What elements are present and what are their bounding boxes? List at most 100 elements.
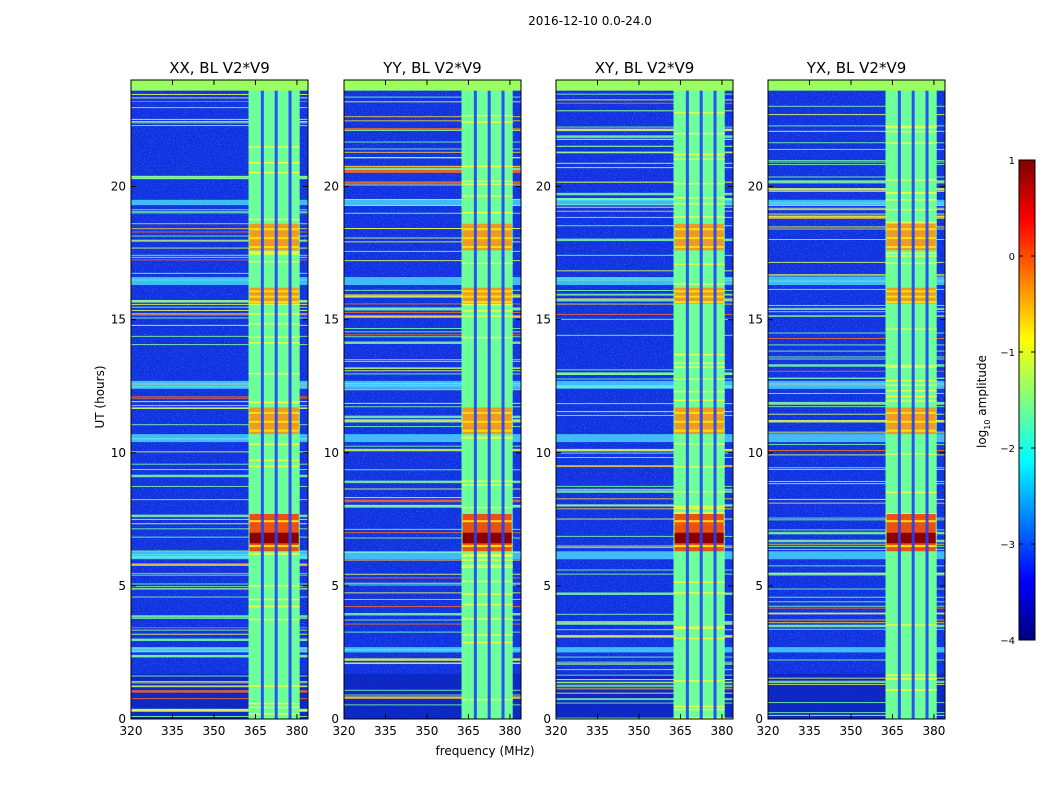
band-stripe xyxy=(461,121,513,123)
burst-stripe xyxy=(462,295,512,298)
band-stripe xyxy=(673,399,725,401)
rfi-line xyxy=(768,401,945,405)
rfi-line xyxy=(344,315,521,318)
rfi-line xyxy=(556,110,733,112)
band-stripe xyxy=(885,208,937,211)
band-stripe xyxy=(885,125,937,128)
burst-stripe xyxy=(462,420,512,423)
top-flag-strip xyxy=(556,80,733,91)
rfi-line xyxy=(556,679,733,681)
panel-title: YY, BL V2*V9 xyxy=(382,59,481,77)
rfi-line xyxy=(344,367,521,369)
rfi-line xyxy=(768,702,945,704)
rfi-line xyxy=(131,122,308,124)
band-stripe xyxy=(885,453,937,455)
band-stripe xyxy=(248,459,300,462)
rfi-line xyxy=(131,223,308,225)
rfi-line xyxy=(768,160,945,162)
rfi-line xyxy=(344,426,521,428)
rfi-line xyxy=(768,517,945,519)
band-dropout xyxy=(473,80,477,719)
rfi-line xyxy=(768,216,945,219)
band-stripe xyxy=(248,702,300,705)
cyan-band xyxy=(131,277,308,286)
y-tick-label: 0 xyxy=(543,712,551,726)
rfi-line xyxy=(768,207,945,209)
rfi-line xyxy=(344,573,521,575)
rfi-line xyxy=(768,130,945,132)
band-stripe xyxy=(248,713,300,715)
rfi-line xyxy=(768,214,945,216)
band-stripe xyxy=(673,443,725,445)
x-tick-label: 365 xyxy=(669,724,692,738)
rfi-line xyxy=(344,389,521,391)
rfi-line xyxy=(344,334,521,336)
x-tick-label: 365 xyxy=(244,724,267,738)
burst-stripe xyxy=(249,411,299,414)
figure-suptitle: 2016-12-10 0.0-24.0 xyxy=(528,14,652,28)
rfi-line xyxy=(131,690,308,693)
burst-stripe xyxy=(674,429,724,432)
rfi-line xyxy=(768,467,945,469)
rfi-line xyxy=(131,344,308,346)
rfi-line xyxy=(556,465,733,467)
rfi-line xyxy=(344,303,521,305)
rfi-line xyxy=(768,288,945,290)
rfi-line xyxy=(768,431,945,433)
rfi-line xyxy=(556,505,733,507)
burst-stripe xyxy=(674,295,724,298)
cyan-band xyxy=(131,380,308,389)
rfi-line xyxy=(768,148,945,150)
band-stripe xyxy=(885,179,937,181)
rfi-line xyxy=(344,449,521,451)
burst-stripe xyxy=(462,429,512,432)
rfi-line xyxy=(768,601,945,603)
rfi-line xyxy=(344,623,521,625)
rfi-line xyxy=(131,107,308,109)
colorbar-tick-label: −2 xyxy=(1000,444,1015,455)
rfi-line xyxy=(768,565,945,567)
colorbar-label: log10 amplitude xyxy=(975,355,992,448)
rfi-line xyxy=(344,331,521,333)
rfi-line xyxy=(768,392,945,394)
rfi-line xyxy=(344,289,521,291)
rfi-line xyxy=(344,130,521,132)
rfi-line xyxy=(768,539,945,543)
rfi-line xyxy=(768,596,945,598)
rfi-line xyxy=(344,184,521,186)
rfi-line xyxy=(556,518,733,520)
y-tick-label: 5 xyxy=(755,579,763,593)
panel-title: YX, BL V2*V9 xyxy=(806,59,907,77)
rfi-line xyxy=(131,463,308,465)
rfi-line xyxy=(344,360,521,362)
rfi-line xyxy=(344,367,521,369)
x-tick-label: 320 xyxy=(757,724,780,738)
band-stripe xyxy=(885,491,937,494)
band-stripe xyxy=(248,553,300,555)
rfi-line xyxy=(131,306,308,308)
rfi-line xyxy=(131,309,308,311)
rfi-line xyxy=(768,188,945,191)
rfi-line xyxy=(131,451,308,453)
rfi-line xyxy=(556,674,733,676)
rfi-line xyxy=(344,662,521,664)
rfi-line xyxy=(344,631,521,633)
burst-stripe xyxy=(674,545,724,548)
band-stripe xyxy=(248,313,300,315)
cyan-band xyxy=(131,199,308,206)
rfi-line xyxy=(768,683,945,685)
panel-frame xyxy=(343,79,522,720)
band-stripe xyxy=(673,507,725,510)
band-stripe xyxy=(673,111,725,114)
band-stripe xyxy=(248,253,300,255)
rfi-line xyxy=(131,254,308,256)
burst-stripe xyxy=(249,520,299,523)
rfi-line xyxy=(131,231,308,233)
cyan-band xyxy=(768,434,945,443)
band-stripe xyxy=(248,618,300,621)
rfi-line xyxy=(768,213,945,215)
rfi-line xyxy=(556,254,733,256)
band-stripe xyxy=(673,283,725,285)
rfi-line xyxy=(556,466,733,468)
